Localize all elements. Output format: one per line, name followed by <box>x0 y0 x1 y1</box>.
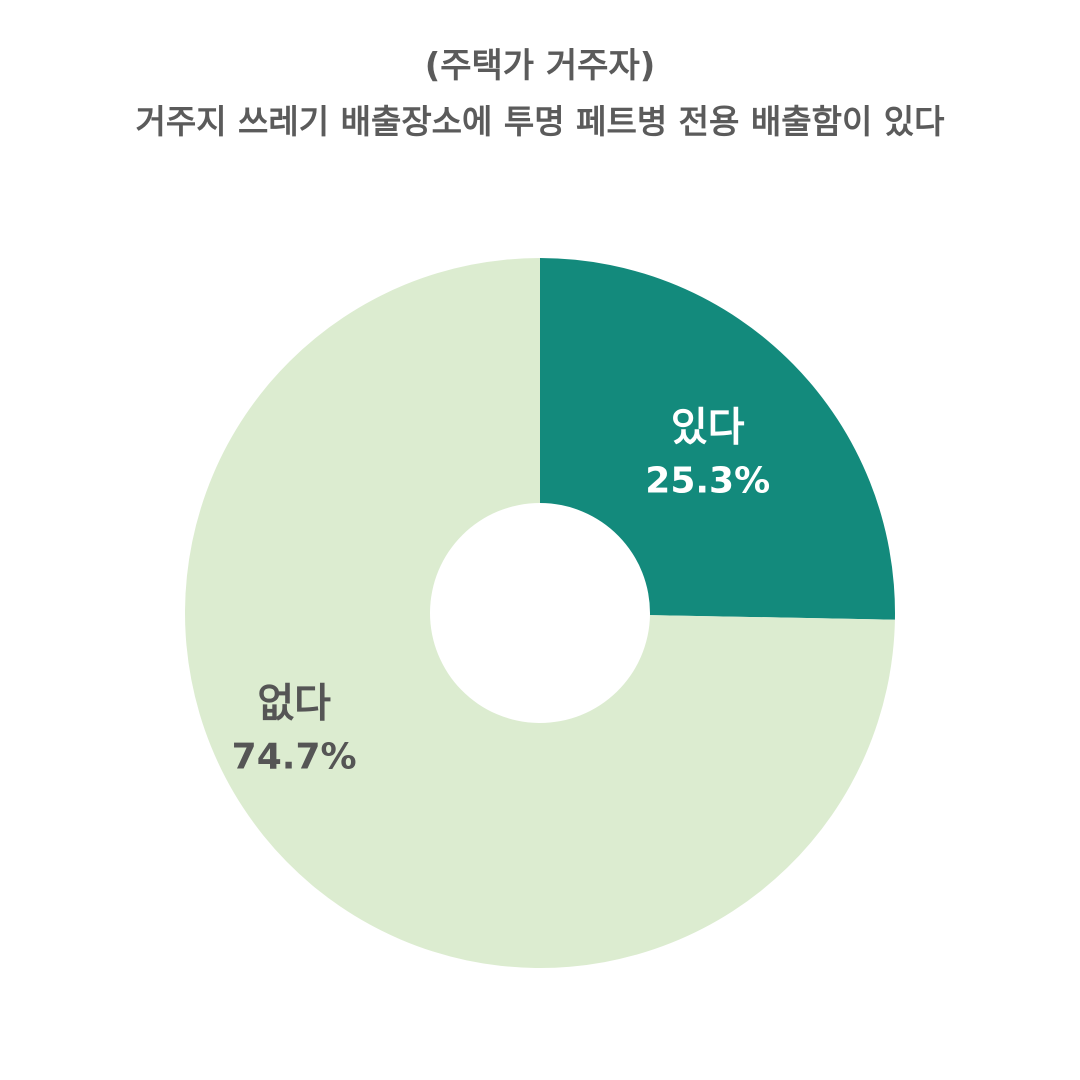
donut-slices <box>185 258 896 968</box>
chart-title: (주택가 거주자) <box>424 46 656 86</box>
slice-category-label-1: 있다 <box>671 404 745 450</box>
donut-slice-2 <box>185 258 895 968</box>
donut-slice-1 <box>540 258 896 620</box>
donut-labels: 있다 25.3% 없다 74.7% <box>232 404 771 777</box>
chart-title-block: (주택가 거주자) 거주지 쓰레기 배출장소에 투명 페트병 전용 배출함이 있… <box>0 38 1080 150</box>
slice-category-label-2: 없다 <box>257 681 331 727</box>
slice-value-label-1: 25.3% <box>645 460 770 501</box>
slice-value-label-2: 74.7% <box>232 737 357 778</box>
chart-subtitle: 거주지 쓰레기 배출장소에 투명 페트병 전용 배출함이 있다 <box>135 102 945 141</box>
